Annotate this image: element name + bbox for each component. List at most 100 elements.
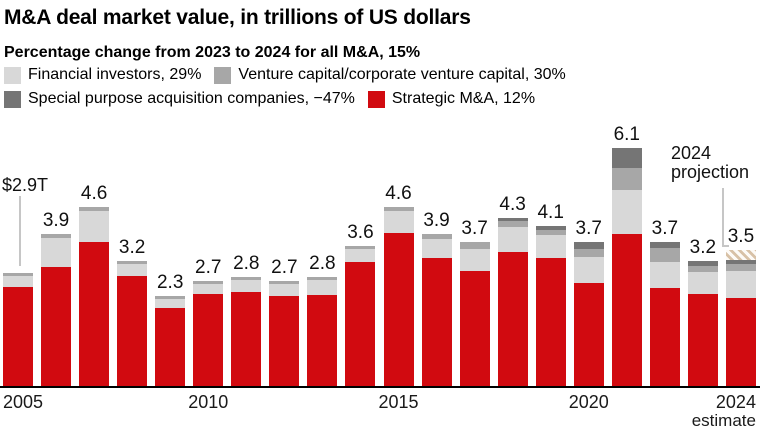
legend-item-venture-capital: Venture capital/corporate venture capita…: [214, 66, 566, 84]
legend-swatch-spac: [4, 90, 21, 108]
segment-strategic-2017: [459, 270, 490, 386]
segment-financial-2016: [421, 238, 452, 259]
segment-strategic-2011: [231, 292, 262, 386]
legend-item-spac: Special purpose acquisition companies, −…: [4, 90, 355, 108]
bar-value-label-2009: 2.3: [156, 272, 184, 294]
segment-vc-2014: [345, 245, 376, 249]
bar-value-label-2015: 4.6: [385, 182, 412, 204]
segment-financial-2021: [611, 190, 642, 234]
segment-vc-2013: [307, 276, 338, 280]
segment-projection-2024: [725, 249, 756, 261]
bar-value-label-2006: 3.9: [42, 209, 70, 231]
segment-vc-2016: [421, 233, 452, 239]
segment-strategic-2007: [79, 241, 110, 386]
legend-label-strategic-ma: Strategic M&A, 12%: [391, 90, 536, 107]
segment-financial-2009: [155, 299, 186, 308]
bar-2024: [725, 249, 756, 386]
segment-vc-2024: [725, 263, 756, 271]
bar-2007: [79, 206, 110, 386]
segment-strategic-2012: [269, 296, 300, 386]
segment-vc-2006: [41, 233, 72, 238]
legend-swatch-strategic-ma: [367, 90, 385, 108]
legend-swatch-financial-investors: [4, 66, 21, 84]
segment-strategic-2024: [725, 298, 756, 386]
segment-strategic-2015: [383, 232, 414, 386]
segment-spac-2022: [649, 241, 680, 248]
bar-value-label-2023: 3.2: [689, 237, 717, 259]
segment-strategic-2010: [193, 293, 224, 386]
segment-financial-2005: [3, 275, 33, 287]
bar-2014: [345, 245, 376, 386]
segment-strategic-2006: [41, 267, 72, 386]
segment-vc-2017: [459, 241, 490, 250]
bar-value-label-2013: 2.8: [309, 252, 336, 274]
segment-financial-2017: [459, 249, 490, 271]
segment-strategic-2018: [497, 251, 528, 386]
segment-vc-2008: [117, 261, 148, 265]
bar-value-label-2024: 3.5: [727, 225, 755, 247]
legend-label-venture-capital: Venture capital/corporate venture capita…: [238, 66, 566, 83]
segment-strategic-2021: [611, 233, 642, 386]
bar-value-label-2017: 3.7: [461, 217, 488, 239]
x-tick-2005: 2005: [3, 392, 44, 412]
legend-row-1: Financial investors, 29% Venture capital…: [4, 66, 566, 84]
segment-financial-2013: [307, 279, 338, 296]
segment-vc-2010: [193, 280, 224, 284]
x-axis-line: [0, 386, 760, 388]
bar-value-label-2021: 6.1: [613, 124, 640, 146]
bar-value-label-2018: 4.3: [499, 194, 526, 216]
bar-value-label-2019: 4.1: [537, 202, 564, 224]
bar-value-label-2008: 3.2: [118, 237, 146, 259]
x-tick-2010: 2010: [188, 392, 229, 412]
segment-strategic-2020: [573, 283, 604, 386]
segment-vc-2022: [649, 247, 680, 263]
bar-value-label-2016: 3.9: [423, 209, 450, 231]
bar-2010: [193, 280, 224, 386]
segment-financial-2022: [649, 262, 680, 289]
segment-vc-2018: [497, 221, 528, 228]
bar-2009: [155, 296, 186, 386]
segment-strategic-2016: [421, 258, 452, 386]
projection-leader-line-foot: [722, 245, 729, 247]
segment-financial-2012: [269, 283, 300, 297]
projection-leader-line-vertical: [722, 188, 724, 247]
first-bar-value-annotation: $2.9T: [2, 175, 49, 195]
legend-item-financial-investors: Financial investors, 29%: [4, 66, 201, 84]
segment-strategic-2023: [687, 293, 718, 386]
segment-vc-2021: [611, 168, 642, 191]
segment-vc-2005: [3, 272, 33, 276]
projection-annotation-line1: 2024: [671, 143, 712, 163]
segment-strategic-2013: [307, 295, 338, 386]
bar-2023: [687, 261, 718, 386]
legend-swatch-venture-capital: [214, 66, 232, 84]
segment-vc-2009: [155, 296, 186, 300]
segment-strategic-2014: [345, 261, 376, 386]
bar-2021: [611, 148, 642, 386]
bar-2018: [497, 218, 528, 386]
segment-vc-2011: [231, 276, 262, 280]
segment-financial-2011: [231, 279, 262, 293]
x-tick-note-estimate: estimate: [691, 411, 756, 430]
bar-2022: [649, 241, 680, 386]
segment-spac-2023: [687, 261, 718, 266]
bar-2019: [535, 226, 566, 386]
segment-spac-2020: [573, 241, 604, 249]
legend-item-strategic-ma: Strategic M&A, 12%: [367, 90, 536, 108]
segment-financial-2006: [41, 237, 72, 268]
bar-value-label-2007: 4.6: [80, 182, 108, 204]
segment-spac-2024: [725, 260, 756, 264]
bar-2006: [41, 233, 72, 386]
segment-financial-2020: [573, 256, 604, 284]
segment-vc-2007: [79, 206, 110, 211]
segment-strategic-2008: [117, 276, 148, 386]
bar-2016: [421, 233, 452, 386]
segment-financial-2018: [497, 227, 528, 252]
projection-annotation-line2: projection: [671, 162, 750, 182]
x-tick-2015: 2015: [378, 392, 419, 412]
bar-2012: [269, 280, 300, 386]
bar-2015: [383, 206, 414, 386]
projection-annotation: 2024 projection: [671, 144, 749, 182]
segment-financial-2008: [117, 264, 148, 277]
x-tick-2024: 2024: [715, 392, 756, 412]
